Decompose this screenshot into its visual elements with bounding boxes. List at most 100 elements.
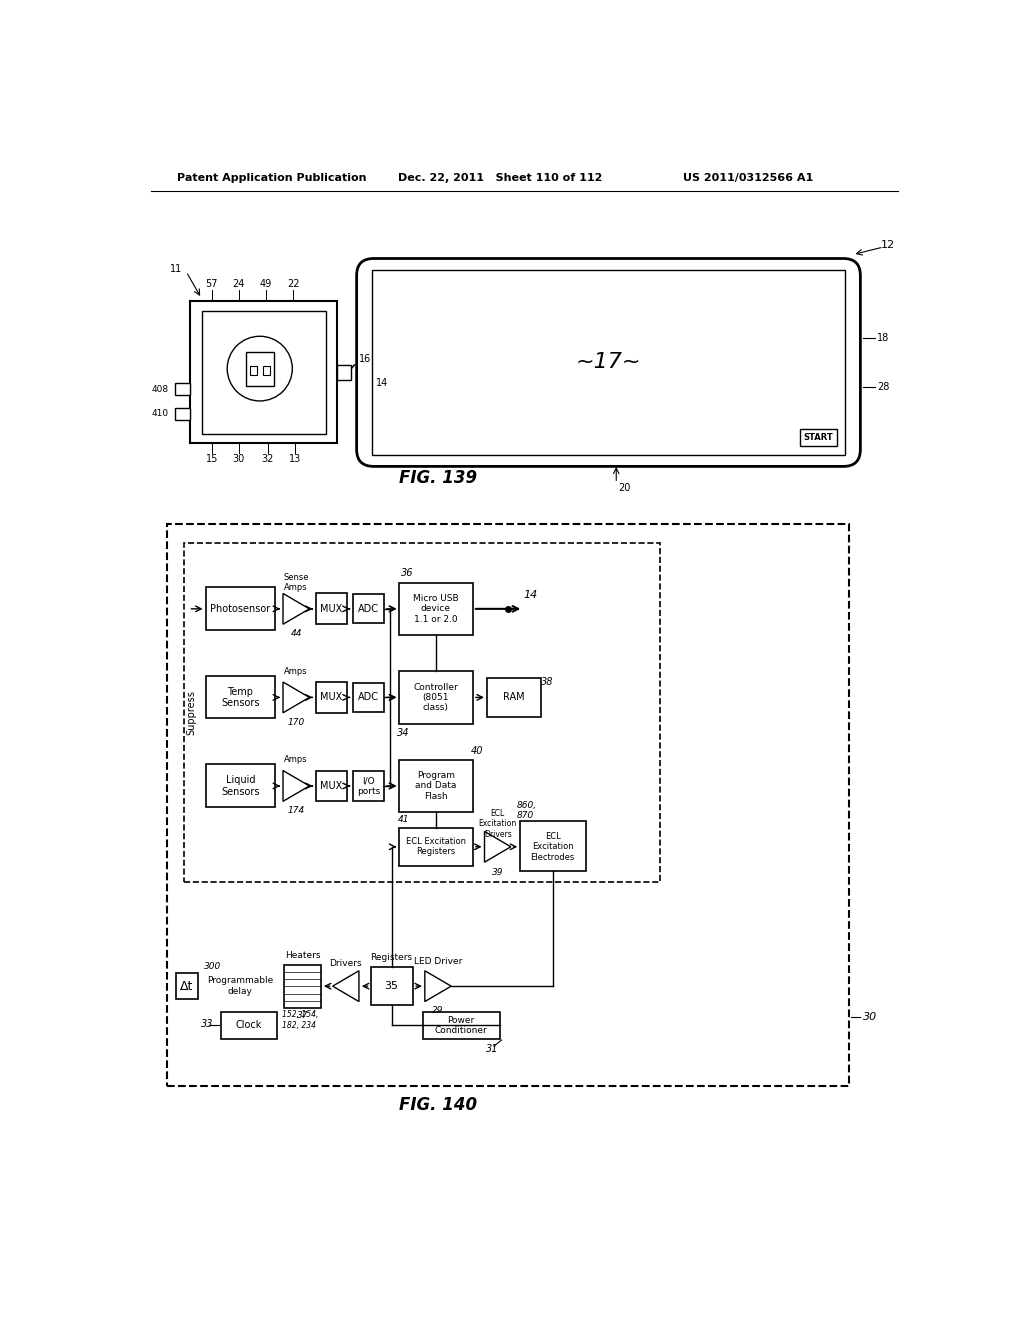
Text: 152, 154,
182, 234: 152, 154, 182, 234 (283, 1010, 318, 1030)
Text: 22: 22 (287, 279, 299, 289)
Bar (190, 301, 337, 444)
Text: 38: 38 (541, 677, 554, 686)
Text: 20: 20 (617, 483, 630, 492)
Text: Patent Application Publication: Patent Application Publication (176, 173, 367, 182)
Bar (352, 594, 384, 623)
Bar (263, 366, 270, 375)
Bar (399, 760, 473, 812)
Text: 29: 29 (432, 1006, 443, 1015)
Text: Liquid
Sensors: Liquid Sensors (221, 775, 260, 797)
Text: 36: 36 (400, 569, 414, 578)
Bar (399, 582, 473, 635)
Text: Micro USB
device
1.1 or 2.0: Micro USB device 1.1 or 2.0 (413, 594, 459, 624)
Bar (202, 312, 326, 434)
Text: 49: 49 (260, 279, 272, 289)
Text: 30: 30 (232, 454, 245, 463)
Text: ADC: ADC (357, 603, 379, 614)
Text: Power
Conditioner: Power Conditioner (435, 1015, 487, 1035)
Bar (221, 1012, 276, 1039)
Text: START: START (804, 433, 834, 442)
Bar (174, 383, 190, 395)
Bar (246, 351, 273, 385)
Text: Controller
(8051
class): Controller (8051 class) (414, 682, 458, 713)
Text: 11: 11 (170, 264, 182, 273)
Text: 12: 12 (881, 240, 895, 249)
Bar (315, 771, 346, 801)
Bar (315, 682, 346, 713)
Text: 18: 18 (878, 333, 890, 342)
Text: Drivers: Drivers (330, 958, 362, 968)
Text: 14: 14 (376, 379, 388, 388)
Bar (176, 973, 198, 999)
Text: RAM: RAM (503, 693, 524, 702)
Text: MUX: MUX (319, 603, 342, 614)
Text: ~17~: ~17~ (575, 352, 641, 372)
Bar (520, 821, 586, 871)
Bar (800, 429, 838, 446)
Text: 24: 24 (232, 279, 245, 289)
Bar (174, 408, 190, 420)
Text: Program
and Data
Flash: Program and Data Flash (415, 771, 457, 801)
Bar (337, 364, 351, 380)
Text: Programmable
delay: Programmable delay (207, 977, 273, 995)
Bar (167, 524, 849, 1086)
Text: Δt: Δt (180, 979, 194, 993)
Text: 14: 14 (524, 590, 539, 601)
Text: 41: 41 (397, 816, 409, 824)
Text: 44: 44 (291, 630, 302, 638)
Text: 408: 408 (152, 384, 168, 393)
Bar (399, 671, 473, 723)
Text: 37: 37 (297, 1011, 308, 1020)
Text: 15: 15 (206, 454, 218, 463)
Text: 39: 39 (492, 869, 504, 878)
Bar (399, 828, 473, 866)
Text: Clock: Clock (236, 1020, 262, 1031)
Text: 16: 16 (359, 354, 372, 363)
Bar (352, 682, 384, 711)
Text: 30: 30 (862, 1012, 877, 1022)
Text: ECL Excitation
Registers: ECL Excitation Registers (406, 837, 466, 857)
Bar (486, 678, 541, 717)
Text: MUX: MUX (319, 781, 342, 791)
Text: US 2011/0312566 A1: US 2011/0312566 A1 (683, 173, 813, 182)
Text: 13: 13 (289, 454, 301, 463)
Text: 174: 174 (288, 807, 305, 814)
Text: Heaters: Heaters (285, 950, 321, 960)
Text: Sense
Amps: Sense Amps (284, 573, 309, 593)
Text: Registers: Registers (371, 953, 413, 962)
Text: 34: 34 (397, 727, 410, 738)
Text: 28: 28 (878, 383, 890, 392)
Text: I/O
ports: I/O ports (356, 776, 380, 796)
Text: 300: 300 (204, 962, 221, 972)
Bar (315, 594, 346, 624)
Text: 57: 57 (206, 279, 218, 289)
Text: Amps: Amps (285, 755, 308, 764)
Text: 31: 31 (486, 1044, 499, 1053)
Text: 860,
870: 860, 870 (516, 801, 537, 820)
Bar (206, 587, 275, 630)
Text: LED Driver: LED Driver (414, 957, 462, 966)
Text: 35: 35 (384, 981, 398, 991)
Text: MUX: MUX (319, 693, 342, 702)
Text: Dec. 22, 2011   Sheet 110 of 112: Dec. 22, 2011 Sheet 110 of 112 (397, 173, 602, 182)
Bar (423, 1012, 500, 1039)
Bar (206, 764, 275, 807)
Bar (372, 271, 845, 455)
Text: ADC: ADC (357, 693, 379, 702)
Bar (250, 366, 257, 375)
Text: ECL
Excitation
Drivers: ECL Excitation Drivers (478, 809, 517, 838)
Bar (206, 676, 275, 718)
Text: Photosensor: Photosensor (210, 603, 270, 614)
Text: Amps: Amps (285, 667, 308, 676)
Bar (183, 544, 660, 882)
Text: 170: 170 (288, 718, 305, 726)
Text: FIG. 139: FIG. 139 (399, 469, 477, 487)
Text: 32: 32 (261, 454, 273, 463)
Bar (371, 966, 414, 1006)
Bar (284, 965, 321, 1007)
Text: 33: 33 (201, 1019, 213, 1028)
Text: Suppress: Suppress (186, 690, 197, 735)
Text: Temp
Sensors: Temp Sensors (221, 686, 260, 709)
Bar (352, 771, 384, 800)
Text: 40: 40 (470, 746, 483, 755)
